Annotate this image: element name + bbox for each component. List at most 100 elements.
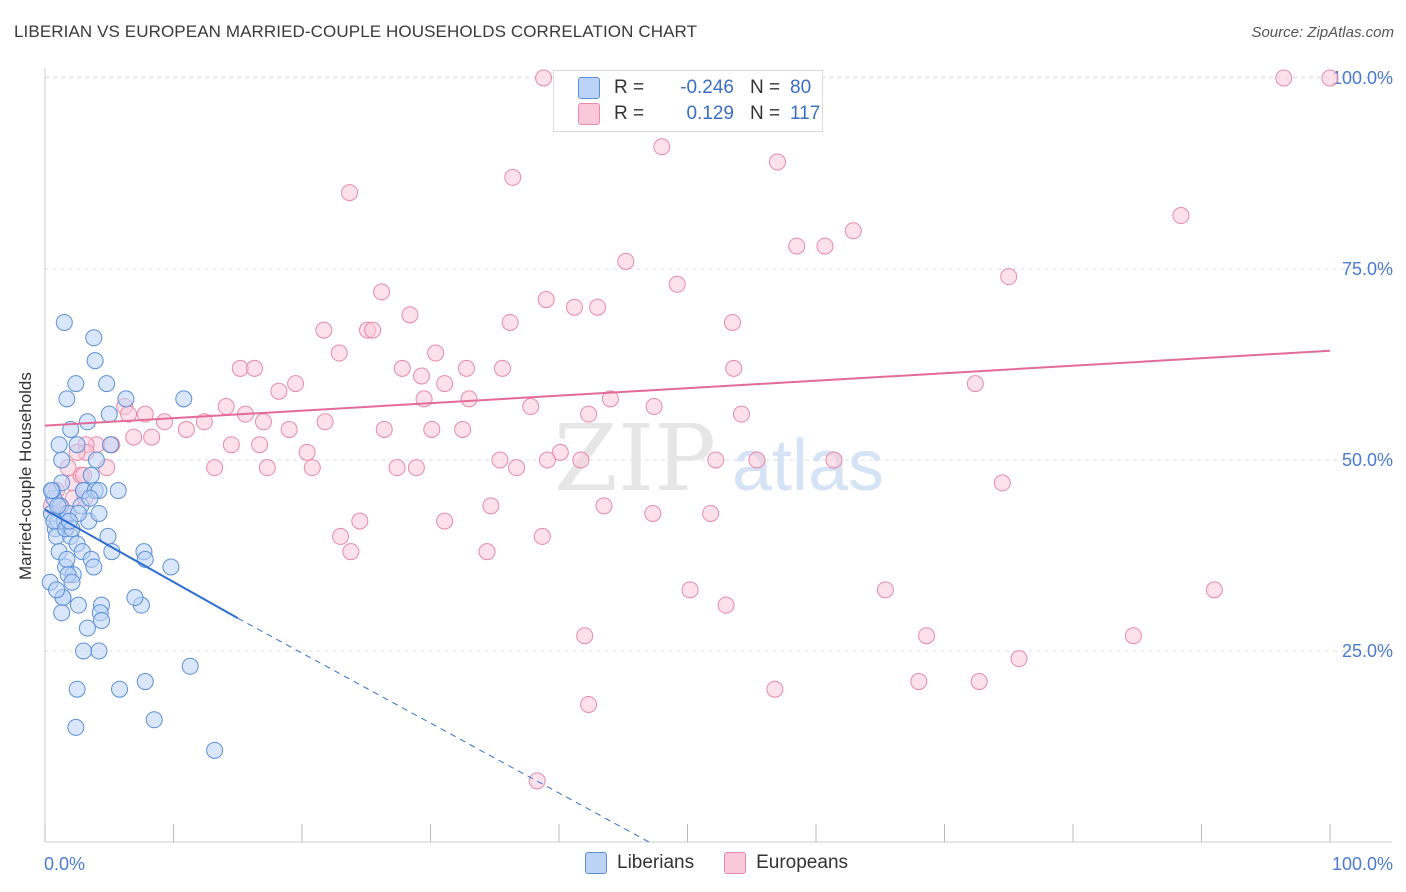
european-point <box>601 390 619 408</box>
liberian-point <box>136 673 154 691</box>
european-point <box>254 413 272 431</box>
liberian-point <box>78 619 96 637</box>
european-point <box>1010 650 1028 668</box>
european-point <box>533 527 551 545</box>
liberian-point <box>102 436 120 454</box>
european-point <box>966 375 984 393</box>
liberian-point <box>58 550 76 568</box>
liberians-n-value: 80 <box>790 77 812 98</box>
european-point <box>844 222 862 240</box>
european-point <box>280 420 298 438</box>
europeans-n-value: 117 <box>790 103 821 124</box>
liberian-point <box>48 581 66 599</box>
correlation-legend: R = -0.246 N = 80 R = 0.129 N = 117 <box>553 70 823 132</box>
liberian-point <box>85 329 103 347</box>
european-point <box>876 581 894 599</box>
liberians-n-label: N = <box>750 77 781 98</box>
european-point <box>436 375 454 393</box>
liberian-point <box>175 390 193 408</box>
liberian-point <box>49 497 67 515</box>
liberian-point <box>162 558 180 576</box>
legend-row-europeans: R = 0.129 N = 117 <box>578 102 820 126</box>
european-point <box>407 459 425 477</box>
european-point <box>222 436 240 454</box>
european-point <box>315 321 333 339</box>
european-point <box>537 291 555 309</box>
liberians-r-value: -0.246 <box>680 77 734 98</box>
y-tick-label: 75.0% <box>1342 259 1393 279</box>
european-point <box>522 398 540 416</box>
european-point <box>580 405 598 423</box>
european-point <box>538 451 556 469</box>
european-point <box>436 512 454 530</box>
european-point <box>332 527 350 545</box>
liberian-point <box>68 436 86 454</box>
europeans-legend-label: Europeans <box>756 852 849 873</box>
european-point <box>1205 581 1223 599</box>
european-point <box>454 420 472 438</box>
european-point <box>528 772 546 790</box>
european-point <box>717 596 735 614</box>
european-point <box>460 390 478 408</box>
european-point <box>725 359 743 377</box>
european-point <box>617 252 635 270</box>
series-legend: Liberians Europeans <box>585 852 878 874</box>
legend-item-liberians[interactable]: Liberians <box>585 852 694 874</box>
european-point <box>413 367 431 385</box>
liberian-point <box>206 741 224 759</box>
european-point <box>732 405 750 423</box>
european-point <box>251 436 269 454</box>
legend-row-liberians: R = -0.246 N = 80 <box>578 76 811 100</box>
liberians-r-label: R = <box>614 77 645 98</box>
european-point <box>595 497 613 515</box>
european-point <box>993 474 1011 492</box>
liberian-point <box>42 482 60 500</box>
liberians-swatch <box>578 77 600 99</box>
european-point <box>351 512 369 530</box>
europeans-n-label: N = <box>750 103 781 124</box>
european-point <box>565 298 583 316</box>
liberian-point <box>103 543 121 561</box>
european-point <box>231 359 249 377</box>
source-credit: Source: ZipAtlas.com <box>1251 24 1394 41</box>
liberian-point <box>58 390 76 408</box>
liberian-point <box>55 313 73 331</box>
liberian-point <box>100 405 118 423</box>
europeans-swatch <box>578 103 600 125</box>
european-point <box>580 695 598 713</box>
european-point <box>491 451 509 469</box>
legend-item-europeans[interactable]: Europeans <box>724 852 848 874</box>
european-point <box>723 313 741 331</box>
x-tick-label: 0.0% <box>44 854 85 874</box>
european-trend-line <box>44 349 1331 427</box>
liberian-point <box>98 375 116 393</box>
european-point <box>1321 69 1339 87</box>
european-point <box>156 413 174 431</box>
liberian-point <box>69 596 87 614</box>
european-point <box>298 443 316 461</box>
european-point <box>342 543 360 561</box>
liberian-point <box>78 413 96 431</box>
european-point <box>748 451 766 469</box>
european-point <box>702 504 720 522</box>
european-point <box>373 283 391 301</box>
european-point <box>482 497 500 515</box>
liberian-point <box>93 611 111 629</box>
liberian-point <box>50 436 68 454</box>
liberian-point <box>85 558 103 576</box>
liberian-point <box>62 420 80 438</box>
european-point <box>427 344 445 362</box>
liberian-point <box>109 482 127 500</box>
european-point <box>766 680 784 698</box>
european-point <box>970 673 988 691</box>
liberian-point <box>90 504 108 522</box>
liberian-point <box>68 680 86 698</box>
liberian-point <box>90 642 108 660</box>
european-point <box>508 459 526 477</box>
liberian-point <box>117 390 135 408</box>
european-point <box>504 168 522 186</box>
european-point <box>195 413 213 431</box>
european-point <box>330 344 348 362</box>
liberian-point <box>145 711 163 729</box>
